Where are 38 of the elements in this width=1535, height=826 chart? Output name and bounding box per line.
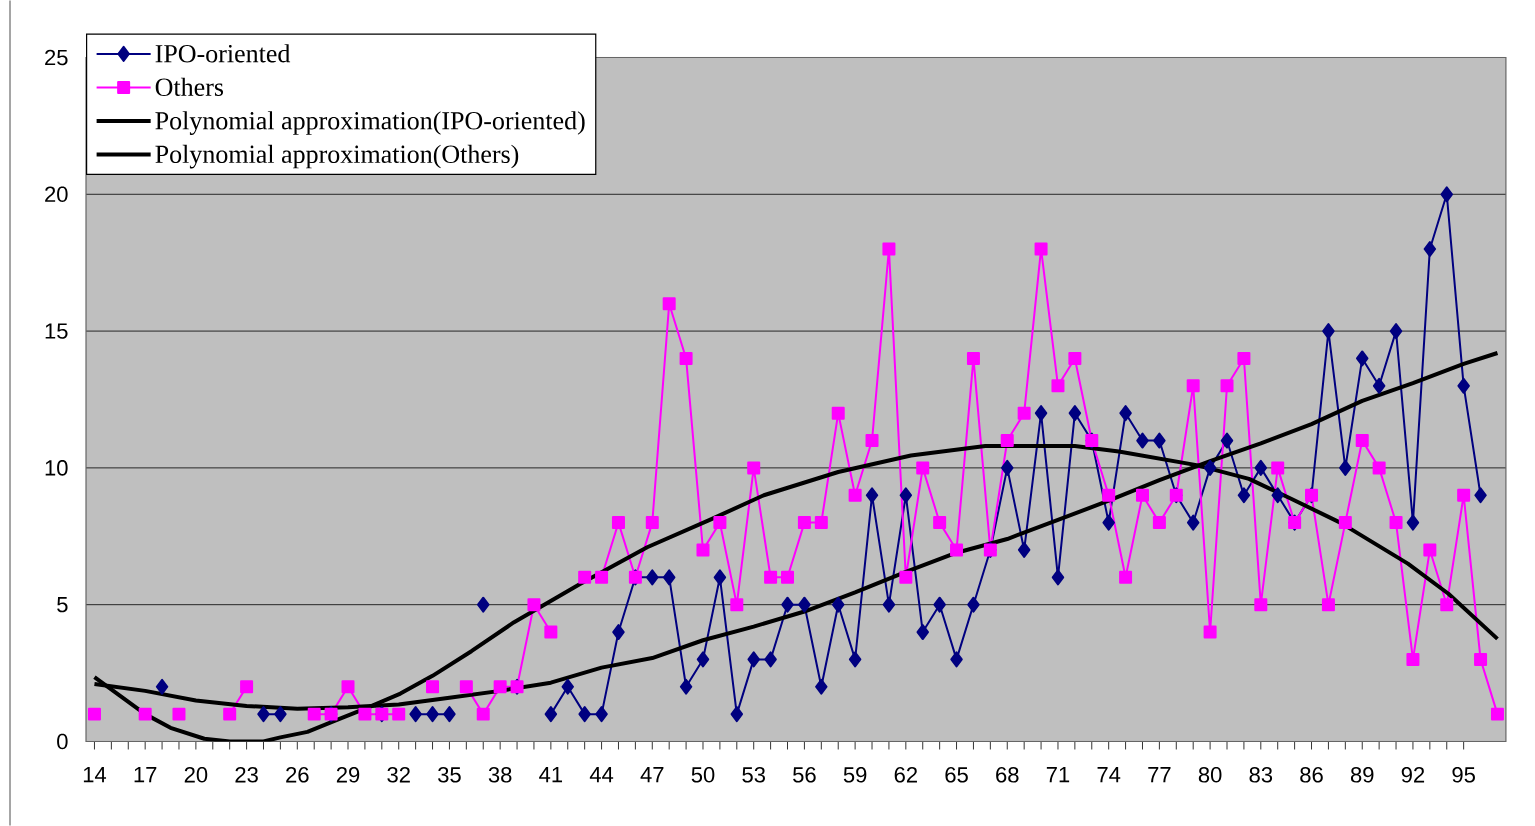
x-tick-label: 17 <box>134 767 157 783</box>
y-tick-label: 15 <box>45 323 68 339</box>
x-tick-label: 53 <box>742 767 765 783</box>
x-tick-label: 14 <box>83 767 107 783</box>
x-tick-label: 35 <box>438 767 461 783</box>
x-tick-label: 44 <box>589 767 614 783</box>
x-tick-label: 83 <box>1249 767 1273 783</box>
x-tick-label: 26 <box>286 767 309 783</box>
x-tick-label: 32 <box>387 767 410 783</box>
x-tick-label: 68 <box>996 767 1019 783</box>
x-tick-label: 71 <box>1046 767 1070 783</box>
x-tick-label: 59 <box>843 767 867 783</box>
y-tick-label: 0 <box>57 733 68 750</box>
x-tick-label: 92 <box>1401 767 1425 783</box>
legend-label: Others <box>155 77 224 96</box>
x-tick-label: 20 <box>184 767 208 783</box>
x-tick-label: 56 <box>793 767 816 783</box>
x-tick-label: 74 <box>1097 767 1121 783</box>
x-tick-label: 41 <box>539 767 563 783</box>
x-tick-label: 89 <box>1350 767 1374 783</box>
legend-label: Polynomial approximation(Others) <box>155 144 519 169</box>
x-tick-label: 29 <box>336 767 360 783</box>
x-tick-label: 86 <box>1300 767 1323 783</box>
y-tick-label: 20 <box>45 186 68 203</box>
legend-label: IPO-oriented <box>155 44 291 63</box>
x-tick-label: 77 <box>1148 767 1171 783</box>
y-tick-label: 5 <box>57 597 68 613</box>
x-tick-label: 62 <box>894 767 917 783</box>
x-tick-label: 23 <box>235 767 258 783</box>
legend-label: Polynomial approximation(IPO-oriented) <box>155 111 585 135</box>
x-tick-label: 50 <box>691 767 715 783</box>
x-tick-label: 38 <box>488 767 512 783</box>
x-tick-label: 80 <box>1198 767 1222 783</box>
x-tick-label: 95 <box>1452 767 1475 783</box>
y-tick-label: 10 <box>45 460 68 476</box>
x-tick-label: 65 <box>945 767 968 783</box>
x-tick-label: 47 <box>640 767 664 783</box>
y-tick-label: 25 <box>45 49 68 66</box>
